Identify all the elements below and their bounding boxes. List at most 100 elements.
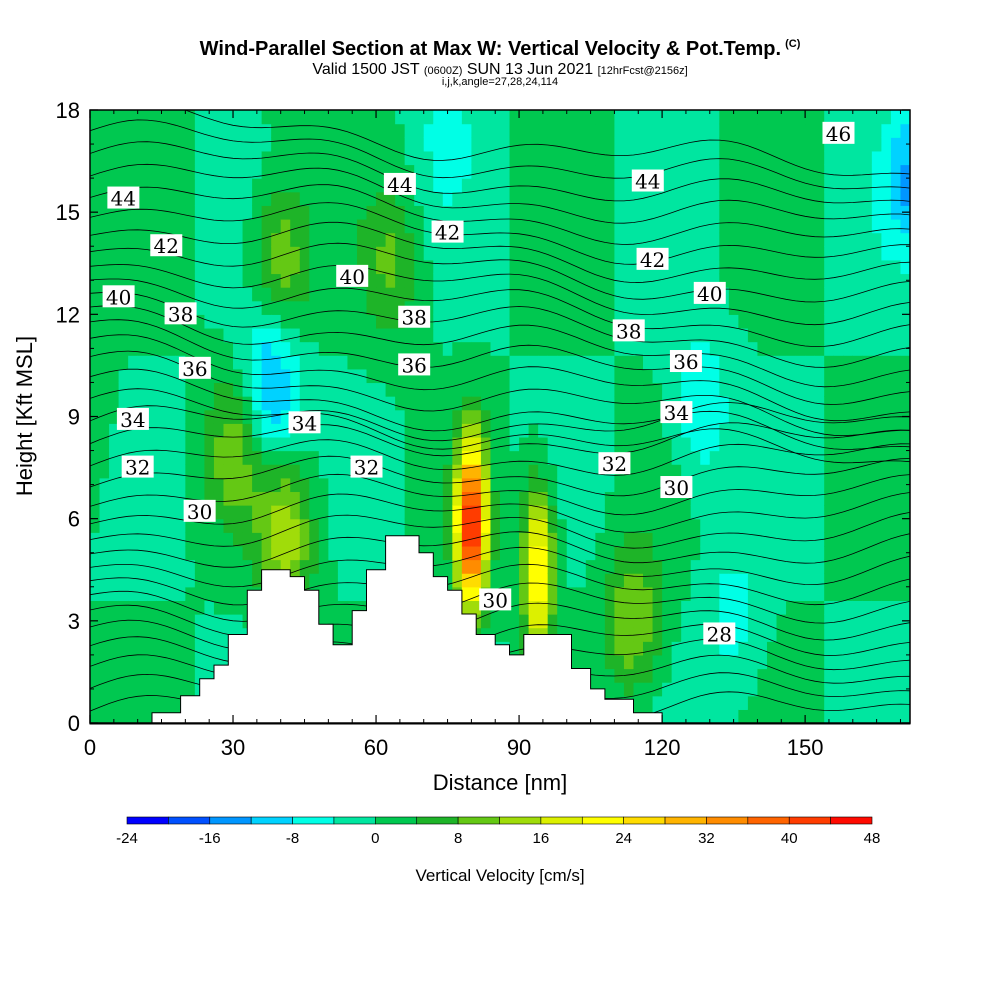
w-field-cell bbox=[299, 505, 310, 520]
w-field-cell bbox=[728, 273, 739, 288]
w-field-cell bbox=[280, 150, 291, 166]
w-field-cell bbox=[509, 368, 520, 384]
w-field-cell bbox=[547, 273, 558, 288]
w-field-cell bbox=[604, 573, 616, 588]
w-field-cell bbox=[633, 232, 644, 247]
w-field-cell bbox=[185, 246, 196, 261]
w-field-cell bbox=[423, 477, 434, 493]
w-field-cell bbox=[309, 191, 320, 206]
colorbar-swatch bbox=[623, 816, 666, 825]
w-field-cell bbox=[194, 396, 206, 411]
w-field-cell bbox=[833, 436, 844, 452]
w-field-cell bbox=[719, 614, 730, 629]
w-field-cell bbox=[356, 382, 368, 397]
w-field-cell bbox=[728, 368, 739, 384]
w-field-cell bbox=[109, 614, 120, 629]
w-field-cell bbox=[643, 137, 654, 152]
w-field-cell bbox=[871, 396, 882, 411]
w-field-cell bbox=[881, 205, 892, 220]
w-field-cell bbox=[862, 368, 873, 384]
w-field-cell bbox=[566, 545, 577, 561]
w-field-cell bbox=[585, 355, 596, 370]
w-field-cell bbox=[881, 137, 892, 152]
w-field-cell bbox=[690, 205, 701, 220]
w-field-cell bbox=[299, 368, 310, 384]
w-field-cell bbox=[461, 450, 472, 465]
w-field-cell bbox=[595, 205, 606, 220]
w-field-cell bbox=[566, 205, 577, 220]
w-field-cell bbox=[194, 409, 206, 424]
w-field-cell bbox=[623, 532, 635, 547]
w-field-cell bbox=[242, 559, 253, 574]
w-field-cell bbox=[109, 627, 120, 642]
w-field-cell bbox=[490, 273, 501, 288]
w-field-cell bbox=[776, 627, 787, 642]
w-field-cell bbox=[700, 191, 711, 206]
w-field-cell bbox=[318, 396, 329, 411]
w-field-cell bbox=[814, 123, 825, 138]
w-field-cell bbox=[376, 355, 387, 370]
w-field-cell bbox=[366, 545, 377, 561]
w-field-cell bbox=[156, 355, 167, 370]
w-field-cell bbox=[299, 327, 310, 343]
w-field-cell bbox=[738, 300, 749, 315]
w-field-cell bbox=[890, 668, 902, 683]
w-field-cell bbox=[643, 436, 654, 452]
w-field-cell bbox=[681, 368, 692, 384]
w-field-cell bbox=[652, 614, 663, 629]
w-field-cell bbox=[395, 137, 406, 152]
w-field-cell bbox=[814, 545, 825, 561]
w-field-cell bbox=[185, 668, 196, 683]
w-field-cell bbox=[614, 259, 625, 275]
w-field-cell bbox=[652, 205, 663, 220]
theta-contour-line bbox=[90, 350, 910, 437]
w-field-cell bbox=[452, 559, 463, 574]
w-field-cell bbox=[90, 355, 101, 370]
w-field-cell bbox=[604, 682, 616, 697]
w-field-cell bbox=[309, 573, 320, 588]
w-field-cell bbox=[547, 477, 558, 493]
theta-label-text: 30 bbox=[664, 476, 689, 500]
w-field-cell bbox=[633, 586, 644, 601]
w-field-cell bbox=[471, 409, 482, 424]
w-field-cell bbox=[318, 205, 329, 220]
w-field-cell bbox=[204, 559, 215, 574]
w-field-cell bbox=[137, 396, 148, 411]
w-field-cell bbox=[328, 164, 339, 179]
w-field-cell bbox=[643, 409, 654, 424]
w-field-cell bbox=[242, 259, 253, 275]
theta-label-bg bbox=[669, 350, 702, 373]
w-field-cell bbox=[490, 123, 501, 138]
w-field-cell bbox=[500, 123, 511, 138]
w-field-cell bbox=[833, 205, 844, 220]
w-field-cell bbox=[843, 314, 854, 329]
theta-contour-line bbox=[90, 184, 910, 245]
w-field-cell bbox=[643, 654, 654, 670]
theta-label-text: 36 bbox=[182, 357, 207, 381]
w-field-cell bbox=[786, 573, 797, 588]
w-field-cell bbox=[356, 341, 368, 356]
w-field-cell bbox=[671, 654, 682, 670]
theta-label-bg bbox=[350, 455, 383, 478]
w-field-cell bbox=[185, 573, 196, 588]
w-field-cell bbox=[786, 545, 797, 561]
theta-label: 34 bbox=[288, 411, 321, 435]
w-field-cell bbox=[337, 600, 349, 615]
y-tick-label: 9 bbox=[68, 405, 80, 430]
w-field-cell bbox=[547, 559, 558, 574]
w-field-cell bbox=[576, 396, 587, 411]
w-field-cell bbox=[795, 259, 806, 275]
w-field-cell bbox=[766, 505, 778, 520]
w-field-cell bbox=[118, 627, 129, 642]
w-field-cell bbox=[299, 246, 310, 261]
w-field-cell bbox=[223, 518, 234, 533]
w-field-cell bbox=[194, 532, 206, 547]
w-field-cell bbox=[547, 327, 558, 343]
w-field-cell bbox=[204, 409, 215, 424]
w-field-cell bbox=[185, 450, 196, 465]
w-field-cell bbox=[709, 273, 720, 288]
w-field-cell bbox=[852, 327, 863, 343]
w-field-cell bbox=[404, 341, 415, 356]
w-field-cell bbox=[166, 273, 177, 288]
w-field-cell bbox=[843, 218, 854, 234]
